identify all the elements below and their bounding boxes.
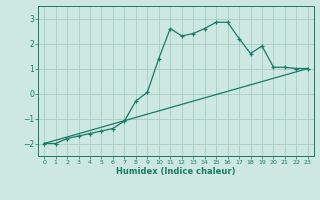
X-axis label: Humidex (Indice chaleur): Humidex (Indice chaleur) bbox=[116, 167, 236, 176]
